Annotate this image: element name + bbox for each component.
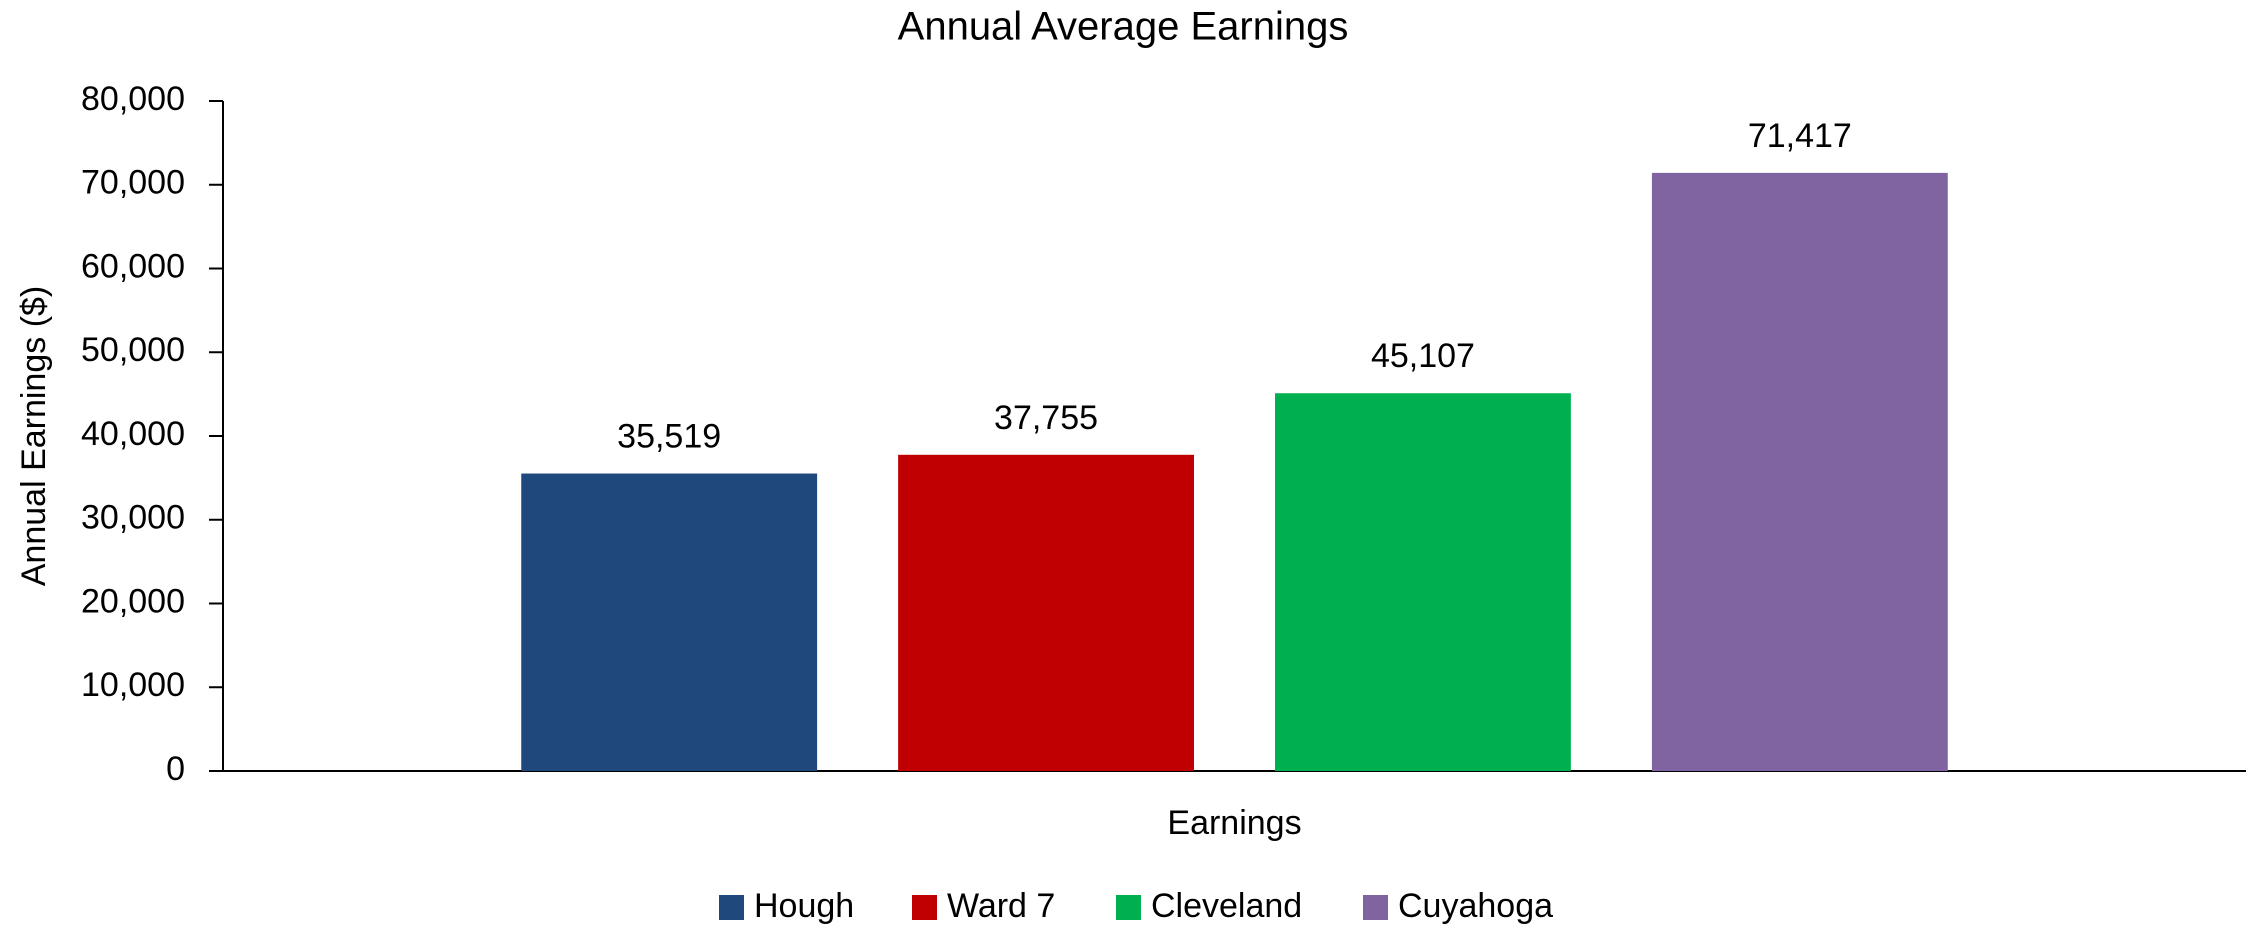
legend-swatch bbox=[719, 895, 744, 920]
bar bbox=[1651, 172, 1948, 771]
legend-label: Cleveland bbox=[1151, 887, 1302, 925]
y-axis-title: Annual Earnings ($) bbox=[15, 286, 53, 587]
y-tick-label: 0 bbox=[166, 750, 185, 788]
chart-title: Annual Average Earnings bbox=[898, 5, 1349, 49]
bar bbox=[898, 454, 1194, 771]
y-tick-label: 30,000 bbox=[81, 499, 185, 537]
y-tick-label: 60,000 bbox=[81, 247, 185, 285]
data-label: 35,519 bbox=[617, 418, 721, 456]
y-tick-label: 50,000 bbox=[81, 331, 185, 369]
data-label: 37,755 bbox=[994, 399, 1098, 437]
legend-swatch bbox=[1363, 895, 1388, 920]
y-tick-label: 10,000 bbox=[81, 666, 185, 704]
legend-swatch bbox=[912, 895, 937, 920]
legend-label: Hough bbox=[754, 887, 854, 925]
legend-label: Cuyahoga bbox=[1398, 887, 1553, 925]
y-tick-label: 80,000 bbox=[81, 80, 185, 118]
y-tick-label: 40,000 bbox=[81, 415, 185, 453]
legend-label: Ward 7 bbox=[947, 887, 1055, 925]
bar bbox=[1275, 393, 1571, 771]
x-tick-label: Earnings bbox=[1167, 804, 1301, 842]
data-label: 71,417 bbox=[1748, 117, 1852, 155]
data-label: 45,107 bbox=[1371, 337, 1475, 375]
legend-swatch bbox=[1116, 895, 1141, 920]
y-tick-label: 20,000 bbox=[81, 582, 185, 620]
y-tick-label: 70,000 bbox=[81, 164, 185, 202]
bar bbox=[521, 473, 818, 771]
